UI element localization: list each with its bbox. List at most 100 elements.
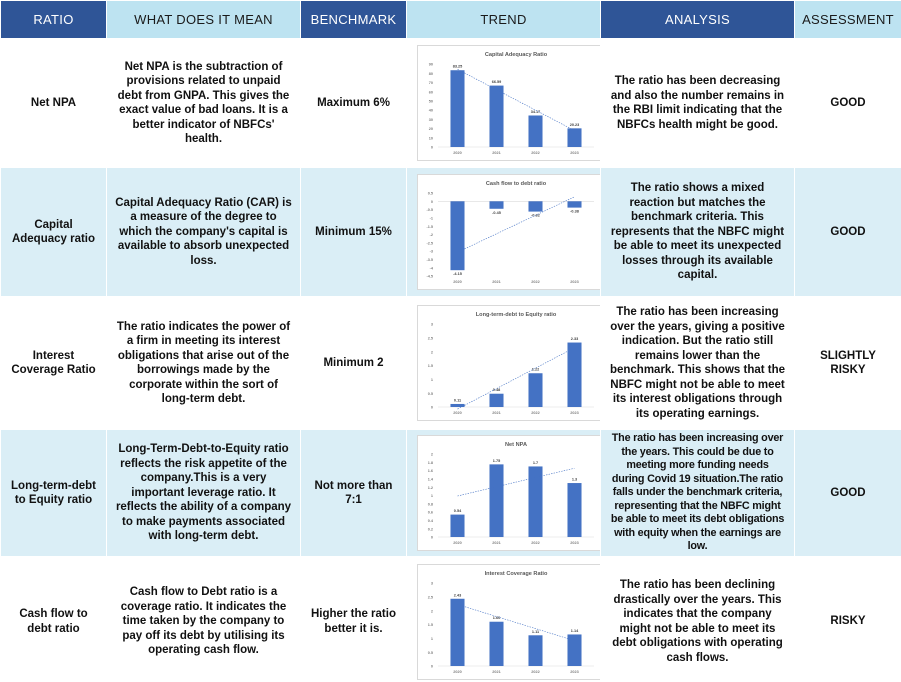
chart-bar [528, 115, 543, 147]
y-tick-label: -4.5 [426, 275, 433, 279]
ratio-name: Long-term-debt to Equity ratio [0, 429, 107, 557]
header-assessment: ASSESSMENT [794, 0, 901, 39]
ratio-meaning: Capital Adequacy Ratio (CAR) is a measur… [106, 167, 301, 297]
x-tick-label: 2022 [531, 151, 539, 155]
trend-line [457, 196, 575, 253]
header-analysis: ANALYSIS [600, 0, 795, 39]
y-tick-label: 1 [431, 494, 433, 498]
y-tick-label: 1 [431, 636, 433, 640]
y-tick-label: -3.5 [426, 258, 433, 262]
y-tick-label: -1.5 [426, 225, 433, 229]
y-tick-label: 3 [431, 581, 433, 585]
ratio-assessment: SLIGHTLY RISKY [794, 296, 901, 430]
data-label: 0.54 [454, 509, 462, 513]
ratio-assessment: GOOD [794, 429, 901, 557]
data-label: 1.11 [532, 629, 539, 633]
data-label: 2.43 [454, 593, 461, 597]
y-tick-label: 1.5 [428, 623, 433, 627]
data-label: 20.23 [570, 123, 580, 127]
ratio-benchmark: Minimum 2 [300, 296, 407, 430]
chart-bar [489, 621, 504, 666]
chart-bar [489, 464, 504, 537]
chart-title: Long-term-debt to Equity ratio [476, 312, 557, 318]
trend-cell: Cash flow to debt ratio -4.5 -4 -3.5 -3 -2.5 -… [406, 167, 601, 297]
table-row: Long-term-debt to Equity ratio Long-Term… [0, 429, 901, 557]
y-tick-label: 2.5 [428, 336, 433, 340]
trend-line [457, 603, 575, 641]
x-tick-label: 2020 [453, 411, 461, 415]
data-label: -4.15 [453, 272, 462, 276]
chart-bar [450, 514, 465, 537]
x-tick-label: 2021 [492, 541, 500, 545]
header-row: RATIO WHAT DOES IT MEAN BENCHMARK TREND … [0, 0, 901, 39]
x-tick-label: 2022 [531, 541, 539, 545]
y-tick-label: 0.5 [428, 192, 433, 196]
x-tick-label: 2021 [492, 280, 500, 284]
y-tick-label: 0.2 [428, 527, 433, 531]
chart-bar [528, 201, 543, 212]
x-tick-label: 2021 [492, 670, 500, 674]
y-tick-label: 2 [431, 453, 433, 457]
ratio-meaning: Net NPA is the subtraction of provisions… [106, 38, 301, 168]
ratio-meaning: Cash flow to Debt ratio is a coverage ra… [106, 556, 301, 682]
chart-title: Interest Coverage Ratio [485, 571, 548, 577]
data-label: 1.60 [493, 616, 500, 620]
y-tick-label: 80 [429, 72, 433, 76]
trend-chart: Net NPA 0 0.2 0.4 0.6 0.8 1 1.2 1.4 1.6 1.8 2 0.54 20… [428, 442, 594, 545]
ratio-analysis: The ratio shows a mixed reaction but mat… [600, 167, 795, 297]
y-tick-label: 1.2 [428, 486, 433, 490]
x-tick-label: 2020 [453, 541, 461, 545]
y-tick-label: 2 [431, 350, 433, 354]
ratio-meaning: The ratio indicates the power of a firm … [106, 296, 301, 430]
x-tick-label: 2023 [570, 670, 578, 674]
y-tick-label: -1 [430, 217, 433, 221]
header-trend: TREND [406, 0, 601, 39]
chart-bar [567, 128, 582, 147]
data-label: -0.38 [570, 210, 579, 214]
chart-bar [450, 70, 465, 147]
x-tick-label: 2023 [570, 411, 578, 415]
chart-bar [567, 201, 582, 208]
x-tick-label: 2022 [531, 280, 539, 284]
data-label: 2.33 [571, 337, 578, 341]
y-tick-label: 1.8 [428, 461, 433, 465]
ratio-assessment: GOOD [794, 38, 901, 168]
trend-line [457, 347, 575, 410]
ratio-analysis: The ratio has been decreasing and also t… [600, 38, 795, 168]
ratio-name: Net NPA [0, 38, 107, 168]
trend-line [457, 69, 575, 131]
y-tick-label: 40 [429, 109, 433, 113]
y-tick-label: 1.6 [428, 469, 433, 473]
chart-bar [450, 403, 465, 407]
trend-cell: Interest Coverage Ratio 0 0.5 1 1.5 2 2.5 3 2.43… [406, 556, 601, 682]
y-tick-label: 20 [429, 127, 433, 131]
y-tick-label: 1.5 [428, 364, 433, 368]
chart-bar [489, 85, 504, 147]
y-tick-label: 60 [429, 90, 433, 94]
data-label: 1.3 [572, 478, 577, 482]
trend-cell: Capital Adequacy Ratio 0 10 20 30 40 50 60 70 80 9… [406, 38, 601, 168]
y-tick-label: 30 [429, 118, 433, 122]
y-tick-label: 2.5 [428, 595, 433, 599]
x-tick-label: 2023 [570, 280, 578, 284]
trend-cell: Long-term-debt to Equity ratio 0 0.5 1 1.5 2 2… [406, 296, 601, 430]
data-label: 34.17 [531, 110, 541, 114]
trend-chart: Cash flow to debt ratio -4.5 -4 -3.5 -3 -2.5 -… [426, 181, 594, 284]
chart-bar [450, 598, 465, 666]
y-tick-label: -4 [430, 266, 434, 270]
y-tick-label: -2 [430, 233, 433, 237]
y-tick-label: -3 [430, 250, 433, 254]
y-tick-label: 0 [431, 664, 433, 668]
x-tick-label: 2020 [453, 280, 461, 284]
data-label: 66.59 [492, 80, 502, 84]
data-label: 83.25 [453, 65, 463, 69]
chart-bar [528, 634, 543, 666]
data-label: 1.75 [493, 459, 500, 463]
header-benchmark: BENCHMARK [300, 0, 407, 39]
y-tick-label: 70 [429, 81, 433, 85]
trend-line [457, 467, 575, 497]
chart-bar [567, 633, 582, 666]
trend-chart: Capital Adequacy Ratio 0 10 20 30 40 50 60 70 80 9… [429, 52, 594, 155]
chart-bar [528, 466, 543, 537]
